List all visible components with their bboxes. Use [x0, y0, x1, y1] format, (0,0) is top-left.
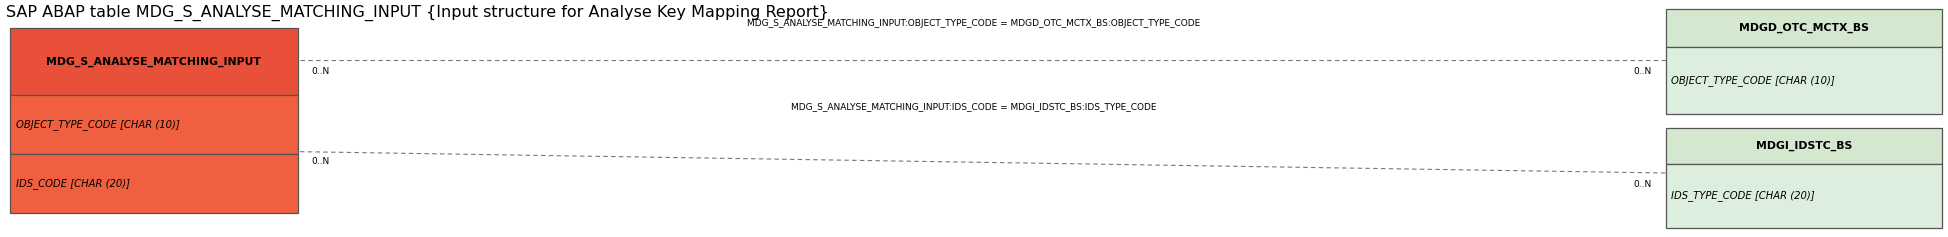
- Text: MDGI_IDSTC_BS: MDGI_IDSTC_BS: [1755, 141, 1853, 151]
- Text: MDGD_OTC_MCTX_BS: MDGD_OTC_MCTX_BS: [1740, 23, 1868, 33]
- Bar: [1666, 164, 1942, 228]
- Bar: [1666, 47, 1942, 114]
- Text: IDS_CODE [CHAR (20)]: IDS_CODE [CHAR (20)]: [16, 178, 131, 189]
- Text: 0..N: 0..N: [1634, 67, 1652, 76]
- Text: MDG_S_ANALYSE_MATCHING_INPUT: MDG_S_ANALYSE_MATCHING_INPUT: [47, 57, 261, 67]
- Text: 0..N: 0..N: [312, 157, 329, 166]
- Text: SAP ABAP table MDG_S_ANALYSE_MATCHING_INPUT {Input structure for Analyse Key Map: SAP ABAP table MDG_S_ANALYSE_MATCHING_IN…: [6, 5, 828, 21]
- Text: OBJECT_TYPE_CODE [CHAR (10)]: OBJECT_TYPE_CODE [CHAR (10)]: [1671, 75, 1835, 86]
- Bar: [1666, 128, 1942, 164]
- Text: 0..N: 0..N: [312, 67, 329, 76]
- Bar: [10, 28, 298, 95]
- Text: 0..N: 0..N: [1634, 180, 1652, 189]
- Bar: [10, 95, 298, 154]
- Text: OBJECT_TYPE_CODE [CHAR (10)]: OBJECT_TYPE_CODE [CHAR (10)]: [16, 119, 179, 130]
- Text: IDS_TYPE_CODE [CHAR (20)]: IDS_TYPE_CODE [CHAR (20)]: [1671, 190, 1816, 201]
- Text: MDG_S_ANALYSE_MATCHING_INPUT:IDS_CODE = MDGI_IDSTC_BS:IDS_TYPE_CODE: MDG_S_ANALYSE_MATCHING_INPUT:IDS_CODE = …: [791, 102, 1157, 111]
- Text: MDG_S_ANALYSE_MATCHING_INPUT:OBJECT_TYPE_CODE = MDGD_OTC_MCTX_BS:OBJECT_TYPE_COD: MDG_S_ANALYSE_MATCHING_INPUT:OBJECT_TYPE…: [748, 19, 1200, 28]
- Bar: [1666, 9, 1942, 47]
- Bar: [10, 154, 298, 213]
